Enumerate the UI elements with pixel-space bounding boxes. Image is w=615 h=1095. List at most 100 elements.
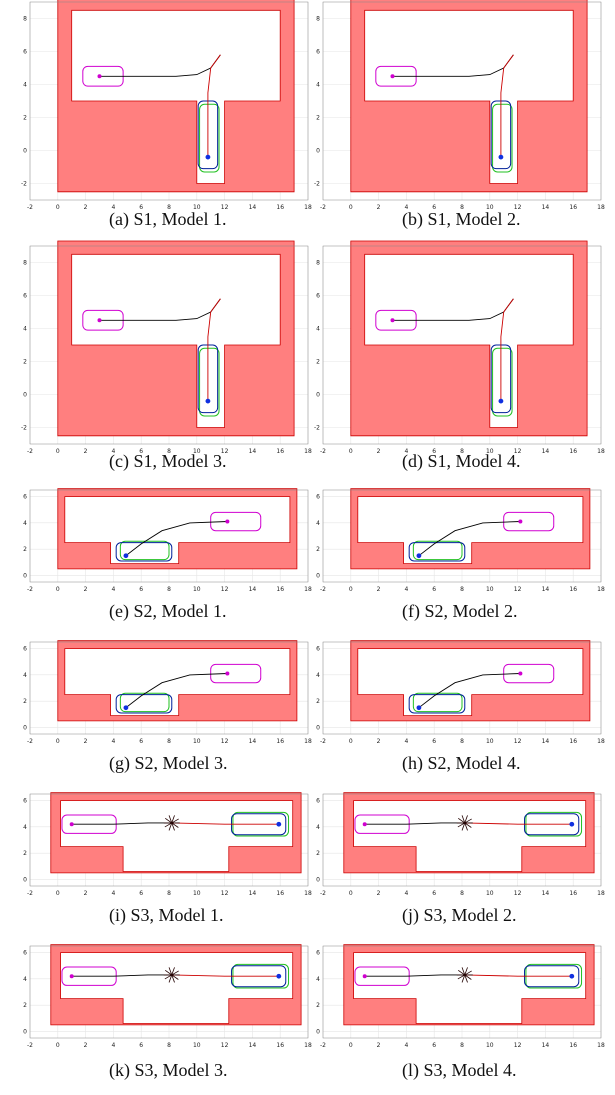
x-tick-label: 2 — [377, 586, 381, 593]
x-tick-label: 18 — [304, 586, 312, 593]
free-space — [357, 496, 584, 564]
x-tick-label: 18 — [304, 890, 312, 897]
start-point — [518, 519, 523, 524]
free-space — [64, 648, 291, 716]
y-tick-label: 4 — [23, 326, 27, 333]
x-tick-label: 2 — [84, 890, 88, 897]
x-tick-label: 10 — [193, 204, 201, 211]
y-tick-label: 2 — [316, 1002, 320, 1009]
axes-frame — [29, 945, 309, 1039]
x-tick-label: 10 — [193, 1042, 201, 1049]
goal-point — [276, 973, 282, 979]
x-tick-label: 0 — [56, 586, 60, 593]
y-tick-label: -2 — [21, 181, 27, 188]
x-tick-label: 0 — [56, 1042, 60, 1049]
crossing-mark — [164, 970, 179, 980]
x-tick-label: 8 — [167, 204, 171, 211]
axes-frame — [322, 245, 602, 445]
panel-plot: -2 0 2 4 6 8 10 12 14 16 18 -2 0 2 4 6 8 — [21, 240, 312, 455]
y-tick-label: 6 — [23, 950, 27, 957]
start-point — [97, 74, 102, 79]
goal-footprint-green — [492, 347, 513, 417]
goal-footprint-green — [199, 347, 220, 417]
x-tick-label: 0 — [56, 738, 60, 745]
path-black — [418, 673, 521, 709]
y-tick-label: 4 — [23, 672, 27, 679]
x-tick-label: 6 — [432, 204, 436, 211]
x-tick-label: 10 — [486, 204, 494, 211]
x-tick-label: 8 — [167, 890, 171, 897]
y-tick-label: 0 — [23, 1028, 27, 1035]
x-tick-label: -2 — [320, 738, 326, 745]
y-tick-label: 2 — [23, 115, 27, 122]
goal-point — [205, 398, 211, 404]
x-tick-label: 8 — [167, 738, 171, 745]
goal-point — [416, 705, 422, 711]
x-tick-label: 8 — [460, 1042, 464, 1049]
axes-frame — [322, 641, 602, 735]
x-tick-label: -2 — [27, 204, 33, 211]
panel-d: -2 0 2 4 6 8 10 12 14 16 18 -2 0 2 4 6 8 — [314, 240, 605, 458]
axes-frame — [322, 793, 602, 887]
crossing-mark — [457, 818, 472, 828]
free-space — [71, 253, 281, 428]
path-red — [207, 54, 221, 158]
path-red — [500, 54, 514, 158]
panel-caption: (c) S1, Model 3. — [109, 451, 227, 471]
y-tick-label: 6 — [316, 798, 320, 805]
panel-caption: (d) S1, Model 4. — [402, 451, 521, 471]
x-tick-label: 16 — [276, 890, 284, 897]
free-space — [60, 800, 294, 872]
y-tick-label: 4 — [316, 672, 320, 679]
x-tick-label: 4 — [111, 738, 115, 745]
x-tick-label: -2 — [27, 1042, 33, 1049]
x-tick-label: 14 — [542, 204, 550, 211]
path-black — [71, 822, 172, 825]
x-tick-label: -2 — [320, 890, 326, 897]
start-point — [390, 74, 395, 79]
x-tick-label: 16 — [569, 738, 577, 745]
y-tick-label: 4 — [23, 82, 27, 89]
panel-caption: (l) S3, Model 4. — [402, 1060, 517, 1080]
path-red — [171, 974, 279, 977]
y-tick-label: -2 — [314, 181, 320, 188]
start-point — [69, 974, 74, 979]
panel-caption: (a) S1, Model 1. — [109, 209, 227, 229]
x-tick-label: 16 — [276, 448, 284, 455]
x-tick-label: 6 — [432, 890, 436, 897]
path-black — [364, 822, 465, 825]
x-tick-label: -2 — [320, 586, 326, 593]
x-tick-label: 0 — [349, 890, 353, 897]
x-tick-label: 18 — [597, 738, 605, 745]
y-tick-label: 6 — [316, 494, 320, 501]
start-point — [362, 974, 367, 979]
y-tick-label: 2 — [316, 850, 320, 857]
y-tick-label: 6 — [23, 293, 27, 300]
y-tick-label: 0 — [23, 876, 27, 883]
panel-c: -2 0 2 4 6 8 10 12 14 16 18 -2 0 2 4 6 8 — [21, 240, 312, 458]
x-tick-label: 0 — [349, 586, 353, 593]
x-tick-label: 2 — [84, 738, 88, 745]
start-point — [69, 822, 74, 827]
free-space — [364, 9, 574, 184]
x-tick-label: 18 — [597, 204, 605, 211]
goal-point — [205, 154, 211, 160]
panel-plot: -2 0 2 4 6 8 10 12 14 16 18 -2 0 2 4 6 8 — [314, 240, 605, 455]
panel-j: -2 0 2 4 6 8 10 12 14 16 18 0 2 4 6 — [316, 792, 605, 900]
y-tick-label: 4 — [316, 976, 320, 983]
goal-footprint-green — [199, 103, 220, 173]
y-tick-label: -2 — [314, 425, 320, 432]
y-tick-label: 0 — [316, 724, 320, 731]
x-tick-label: 14 — [249, 890, 257, 897]
x-tick-label: 16 — [569, 204, 577, 211]
x-tick-label: 16 — [569, 1042, 577, 1049]
goal-point — [416, 553, 422, 559]
x-tick-label: 16 — [569, 586, 577, 593]
panel-plot: -2 0 2 4 6 8 10 12 14 16 18 -2 0 2 4 6 8 — [314, 0, 605, 211]
x-tick-label: 2 — [377, 1042, 381, 1049]
x-tick-label: 14 — [249, 738, 257, 745]
x-tick-label: 2 — [377, 890, 381, 897]
